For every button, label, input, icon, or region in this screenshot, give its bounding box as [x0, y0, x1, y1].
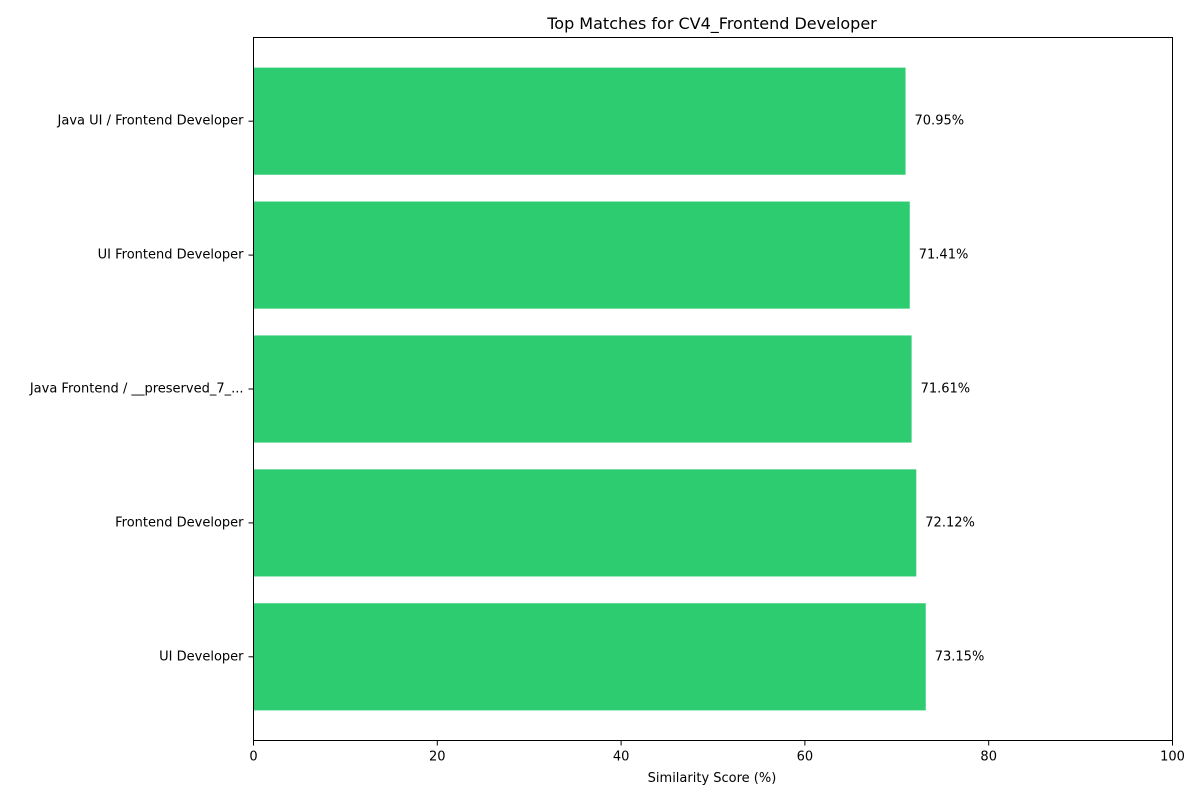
- y-tick-label: Frontend Developer: [115, 515, 244, 530]
- x-tick-label: 20: [429, 750, 446, 765]
- x-tick-label: 100: [1160, 750, 1185, 765]
- y-tick-label: UI Developer: [159, 649, 244, 664]
- x-tick-label: 0: [249, 750, 257, 765]
- x-axis-label: Similarity Score (%): [648, 771, 777, 786]
- bar: [253, 67, 906, 175]
- y-tick-label: Java Frontend / __preserved_7_...: [29, 382, 244, 397]
- x-tick-label: 80: [980, 750, 997, 765]
- data-labels: 73.15% 72.12% 71.61% 71.41% 70.95%: [915, 114, 985, 665]
- data-label: 72.12%: [925, 515, 975, 530]
- data-label: 70.95%: [915, 114, 965, 129]
- y-tick-label: UI Frontend Developer: [98, 248, 244, 263]
- bar: [253, 335, 912, 443]
- data-label: 73.15%: [935, 649, 985, 664]
- data-label: 71.41%: [919, 248, 969, 263]
- chart-title: Top Matches for CV4_Frontend Developer: [546, 14, 877, 34]
- y-tick-label: Java UI / Frontend Developer: [57, 114, 245, 129]
- x-tick-label: 40: [613, 750, 630, 765]
- x-tick-label: 60: [797, 750, 814, 765]
- x-ticks: 0 20 40 60 80 100: [249, 740, 1185, 765]
- bar: [253, 603, 926, 711]
- plot-frame: [253, 37, 1173, 741]
- y-tick-labels: UI Developer Frontend Developer Java Front…: [29, 114, 254, 664]
- bar: [253, 469, 917, 577]
- bar: [253, 201, 910, 309]
- data-label: 71.61%: [921, 382, 971, 397]
- bars-group: [253, 67, 926, 711]
